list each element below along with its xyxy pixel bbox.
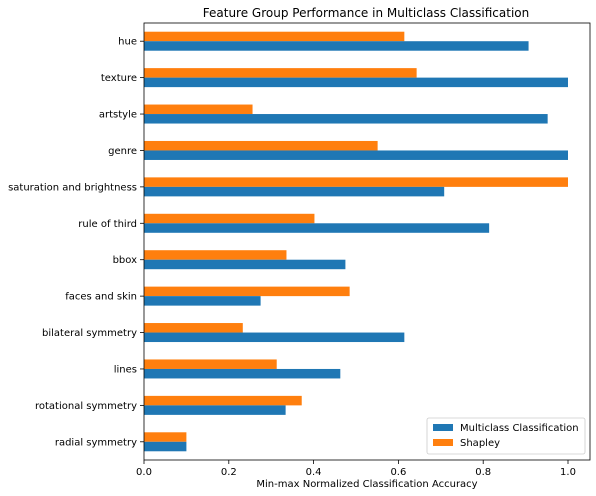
legend: Multiclass Classification Shapley [426, 417, 586, 455]
bar-multiclass [144, 332, 405, 343]
bar-shapley [144, 359, 277, 369]
x-axis: 0.0 0.2 0.4 0.6 0.8 1.0 [136, 460, 576, 478]
chart-title: Feature Group Performance in Multiclass … [203, 6, 529, 20]
y-tick-label: texture [101, 73, 137, 84]
x-tick-label: 0.6 [390, 467, 406, 478]
y-tick-label: rule of third [78, 219, 137, 230]
bar-shapley [144, 395, 302, 406]
bar-multiclass [144, 441, 187, 452]
bar-multiclass [144, 259, 346, 270]
bar-multiclass [144, 150, 568, 160]
y-tick-label: radial symmetry [55, 437, 137, 448]
y-axis: hue texture artstyle genre saturation and br… [8, 37, 144, 448]
y-tick-label: faces and skin [65, 292, 137, 303]
bar-multiclass [144, 114, 548, 124]
y-tick-label: genre [108, 146, 137, 157]
legend-swatch [433, 439, 453, 446]
bar-multiclass [144, 368, 341, 379]
bar-multiclass [144, 77, 568, 88]
y-tick-label: saturation and brightness [8, 182, 137, 193]
bar-shapley [144, 213, 315, 224]
bar-shapley [144, 177, 568, 187]
bar-shapley [144, 68, 417, 78]
plot-frame [143, 22, 591, 461]
x-tick-label: 1.0 [560, 467, 576, 478]
y-tick-label: lines [114, 364, 137, 375]
bar-shapley [144, 432, 187, 442]
bar-multiclass [144, 223, 490, 233]
y-tick-label: rotational symmetry [35, 401, 137, 412]
legend-label: Multiclass Classification [460, 423, 579, 434]
plot-area [144, 31, 568, 452]
legend-swatch [433, 424, 453, 431]
x-axis-label: Min-max Normalized Classification Accura… [256, 479, 477, 490]
bar-shapley [144, 323, 243, 333]
y-tick-label: artstyle [99, 110, 137, 121]
x-tick-label: 0.2 [221, 467, 237, 478]
x-tick-label: 0.4 [306, 467, 322, 478]
bar-shapley [144, 286, 350, 297]
bar-multiclass [144, 296, 261, 306]
legend-box [426, 417, 586, 455]
legend-label: Shapley [460, 438, 500, 449]
y-tick-label: bilateral symmetry [42, 328, 137, 339]
y-tick-label: bbox [113, 255, 138, 266]
bar-shapley [144, 104, 253, 115]
x-tick-label: 0.8 [475, 467, 491, 478]
bar-shapley [144, 250, 287, 260]
bar-multiclass [144, 186, 445, 197]
bar-multiclass [144, 41, 529, 51]
bar-shapley [144, 140, 378, 151]
bar-shapley [144, 31, 405, 42]
x-tick-label: 0.0 [136, 467, 152, 478]
y-tick-label: hue [118, 37, 137, 48]
bar-multiclass [144, 405, 286, 415]
